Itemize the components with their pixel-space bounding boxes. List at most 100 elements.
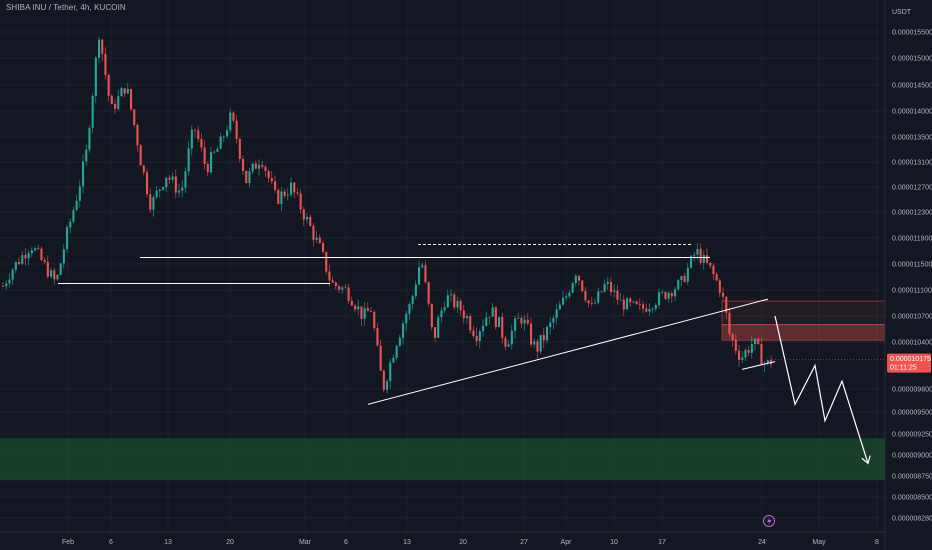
candle-207 xyxy=(664,291,667,301)
candle-151 xyxy=(485,311,488,327)
candle-96 xyxy=(309,214,312,227)
candle-152 xyxy=(488,316,491,325)
candle-181 xyxy=(581,280,584,293)
candle-219 xyxy=(702,250,705,270)
candle-194 xyxy=(622,295,625,317)
candle-34 xyxy=(110,93,113,105)
supply-zone-1[interactable] xyxy=(721,324,886,341)
candle-72 xyxy=(232,111,235,124)
candle-149 xyxy=(478,329,481,349)
candle-79 xyxy=(254,160,257,170)
candle-118 xyxy=(379,340,382,371)
candle-186 xyxy=(597,287,600,305)
price-axis[interactable]: USDT 0.000015500 0.000015000 0.000014500 0.0… xyxy=(884,0,932,550)
candle-202 xyxy=(648,303,651,317)
candle-205 xyxy=(658,288,661,309)
candle-211 xyxy=(677,278,680,291)
candle-36 xyxy=(117,90,120,111)
candle-150 xyxy=(482,319,485,337)
candle-52 xyxy=(168,174,171,184)
candle-119 xyxy=(382,369,385,393)
candle-171 xyxy=(549,317,552,335)
candle-126 xyxy=(405,310,408,332)
candle-183 xyxy=(587,299,590,308)
candle-172 xyxy=(552,315,555,330)
candle-214 xyxy=(686,263,689,285)
candle-136 xyxy=(437,314,440,339)
price-tick-label: 0.000008280 xyxy=(892,516,932,523)
candle-20 xyxy=(66,224,69,253)
price-tick-label: 0.000011100 xyxy=(892,288,932,295)
candle-209 xyxy=(670,291,673,303)
trendline-4[interactable] xyxy=(741,361,776,370)
candle-101 xyxy=(325,251,328,275)
candle-226 xyxy=(725,296,728,320)
time-axis[interactable]: Feb 6 13 20 Mar 6 13 20 27 Apr 10 17 24 May 8 xyxy=(0,531,885,546)
candle-55 xyxy=(178,183,181,198)
candle-46 xyxy=(149,188,152,214)
price-tick-label: 0.000015000 xyxy=(892,56,932,63)
candle-35 xyxy=(114,99,117,114)
candle-153 xyxy=(491,302,494,317)
candle-32 xyxy=(104,47,107,80)
candle-41 xyxy=(133,108,136,128)
candle-116 xyxy=(373,309,376,331)
candle-154 xyxy=(494,306,497,330)
candle-68 xyxy=(219,133,222,150)
time-tick-label: 6 xyxy=(109,539,113,546)
candle-132 xyxy=(424,260,427,284)
candle-69 xyxy=(222,135,225,142)
candle-91 xyxy=(293,181,296,198)
candle-178 xyxy=(571,281,574,294)
candle-188 xyxy=(603,279,606,294)
candle-81 xyxy=(261,160,264,169)
candle-222 xyxy=(712,263,715,281)
candle-206 xyxy=(661,289,664,295)
time-tick-label: 24 xyxy=(758,539,766,546)
demand-zone[interactable] xyxy=(0,438,885,481)
time-tick-label: 17 xyxy=(658,539,666,546)
candle-104 xyxy=(334,281,337,290)
candle-30 xyxy=(98,36,101,63)
candle-121 xyxy=(389,358,392,389)
price-tick-label: 0.000014000 xyxy=(892,109,932,116)
candle-23 xyxy=(75,195,78,211)
time-tick-label: Feb xyxy=(62,539,74,546)
lightning-icon[interactable] xyxy=(763,515,775,527)
candle-176 xyxy=(565,293,568,301)
price-tick-label: 0.000009250 xyxy=(892,432,932,439)
projection-path[interactable] xyxy=(774,315,869,464)
candle-33 xyxy=(107,73,110,102)
candle-233 xyxy=(747,346,750,357)
candle-0 xyxy=(2,282,5,288)
candle-165 xyxy=(530,317,533,347)
candle-199 xyxy=(638,298,641,310)
candle-134 xyxy=(430,303,433,331)
candle-137 xyxy=(440,307,443,323)
candle-174 xyxy=(558,300,561,310)
time-tick-label: 10 xyxy=(610,539,618,546)
candle-90 xyxy=(290,177,293,197)
current-price-box xyxy=(887,353,931,373)
time-tick-label: 27 xyxy=(520,539,528,546)
candle-109 xyxy=(350,296,353,307)
candle-102 xyxy=(328,264,331,287)
candle-237 xyxy=(760,337,763,365)
candle-24 xyxy=(78,180,81,208)
candle-54 xyxy=(174,169,177,198)
candle-58 xyxy=(187,141,190,176)
time-tick-label: Mar xyxy=(299,539,312,546)
candle-173 xyxy=(555,303,558,325)
candle-144 xyxy=(462,304,465,324)
trendline-3[interactable] xyxy=(367,298,769,405)
candle-133 xyxy=(427,281,430,307)
candle-74 xyxy=(238,137,241,163)
candle-198 xyxy=(635,300,638,305)
candle-166 xyxy=(533,338,536,348)
price-tick-label: 0.000015500 xyxy=(892,30,932,37)
candle-229 xyxy=(734,333,737,355)
candle-65 xyxy=(210,146,213,174)
candle-197 xyxy=(632,300,635,304)
candle-179 xyxy=(574,273,577,287)
